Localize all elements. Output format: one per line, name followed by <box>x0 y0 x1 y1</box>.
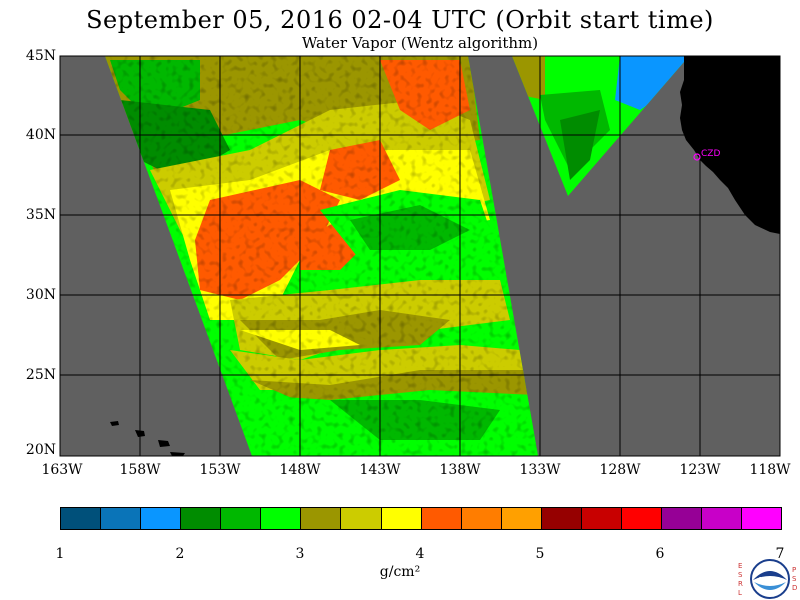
lat-label-40n: 40N <box>25 127 56 143</box>
lon-label-128w: 128W <box>599 462 641 478</box>
scale-tick-4: 4 <box>415 546 425 562</box>
color-scale-segment-2 <box>141 508 182 529</box>
color-scale-segment-3 <box>181 508 222 529</box>
color-scale-segment-11 <box>501 508 542 529</box>
land-mass-west-coast <box>680 56 780 234</box>
lon-label-143w: 143W <box>359 462 401 478</box>
lon-label-118w: 118W <box>749 462 791 478</box>
scale-tick-7: 7 <box>775 546 785 562</box>
hawaii-island-kauai <box>110 421 119 426</box>
scale-tick-1: 1 <box>55 546 65 562</box>
scale-tick-3: 3 <box>295 546 305 562</box>
color-scale-segment-15 <box>661 508 702 529</box>
lon-label-153w: 153W <box>199 462 241 478</box>
lat-label-30n: 30N <box>25 287 56 303</box>
map-grid <box>60 56 780 456</box>
color-scale-bar <box>60 507 782 530</box>
color-scale-segment-17 <box>742 508 782 529</box>
noaa-logo-text: NOAA <box>759 576 782 584</box>
logo-right-letters: PSD <box>792 566 798 592</box>
color-scale-segment-0 <box>61 508 102 529</box>
lat-label-45n: 45N <box>25 48 56 64</box>
noaa-emblem-icon: NOAA <box>750 559 790 599</box>
color-scale-segment-8 <box>381 508 422 529</box>
units-label: g/cm² <box>379 564 421 580</box>
lon-label-163w: 163W <box>41 462 83 478</box>
scale-tick-6: 6 <box>655 546 665 562</box>
color-scale-segment-9 <box>421 508 462 529</box>
lon-label-148w: 148W <box>279 462 321 478</box>
color-scale-segment-16 <box>702 508 743 529</box>
chart-subtitle: Water Vapor (Wentz algorithm) <box>301 34 539 52</box>
lat-label-35n: 35N <box>25 207 56 223</box>
color-scale-segment-10 <box>461 508 502 529</box>
lat-label-25n: 25N <box>25 367 56 383</box>
map-frame <box>59 55 781 457</box>
color-scale-segment-7 <box>341 508 382 529</box>
lon-label-133w: 133W <box>519 462 561 478</box>
color-scale-segment-12 <box>541 508 582 529</box>
lon-label-123w: 123W <box>679 462 721 478</box>
color-scale-segment-4 <box>221 508 262 529</box>
lon-label-138w: 138W <box>439 462 481 478</box>
scale-tick-2: 2 <box>175 546 185 562</box>
logo-left-letters: ESRL <box>738 562 743 597</box>
hawaii-island-big <box>170 452 185 456</box>
color-scale-segment-13 <box>581 508 622 529</box>
station-marker <box>693 153 701 161</box>
color-scale-segment-1 <box>101 508 142 529</box>
lat-label-20n: 20N <box>25 442 56 458</box>
chart-title: September 05, 2016 02-04 UTC (Orbit star… <box>86 6 714 34</box>
hawaii-island-maui <box>158 440 170 447</box>
color-scale-segment-14 <box>621 508 662 529</box>
color-scale-segment-5 <box>261 508 302 529</box>
color-scale-segment-6 <box>301 508 342 529</box>
scale-tick-5: 5 <box>535 546 545 562</box>
station-label: CZD <box>701 149 720 159</box>
lon-label-158w: 158W <box>119 462 161 478</box>
noaa-esrl-logo: ESRL PSD NOAA <box>735 558 800 600</box>
satellite-swath-main <box>105 56 538 456</box>
